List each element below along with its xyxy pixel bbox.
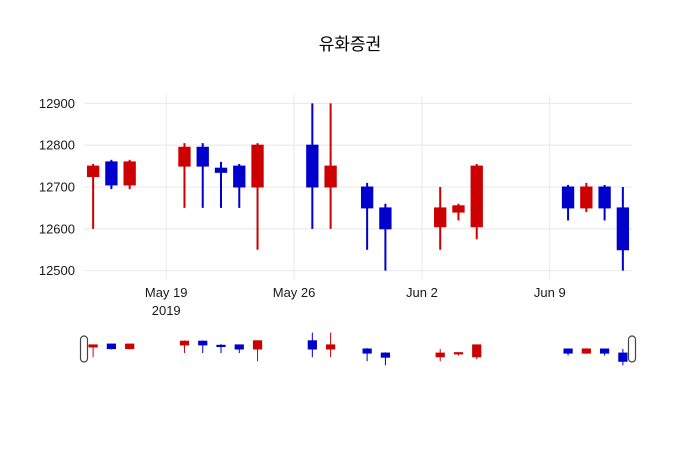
y-tick-label: 12600: [39, 221, 75, 236]
candle: [379, 203, 392, 271]
rangeslider-right-handle[interactable]: [627, 335, 637, 363]
x-axis-labels: May 19 2019 May 26 Jun 2 Jun 9: [145, 285, 566, 318]
candle: [616, 187, 630, 271]
rangeslider-left-handle[interactable]: [79, 335, 89, 363]
rangeslider[interactable]: [79, 327, 637, 371]
candle: [324, 103, 337, 229]
candle: [360, 182, 374, 250]
candle: [452, 203, 465, 221]
candle: [618, 349, 628, 366]
candle: [196, 143, 209, 208]
candle: [362, 348, 372, 362]
y-axis-labels: 12500 12600 12700 12800 12900: [39, 96, 75, 278]
candle: [563, 348, 573, 356]
candle: [234, 344, 244, 354]
candle: [216, 344, 226, 354]
candle: [88, 344, 98, 358]
gridlines: [84, 95, 632, 279]
candle: [453, 352, 464, 356]
x-tick-label: Jun 2: [406, 285, 438, 300]
candle: [561, 184, 575, 221]
candle: [179, 340, 190, 354]
candle: [470, 164, 483, 240]
candle: [214, 161, 228, 208]
candle: [306, 103, 319, 229]
candle: [198, 340, 208, 354]
candle: [472, 344, 482, 360]
y-tick-label: 12900: [39, 96, 75, 111]
candle: [178, 143, 191, 208]
candle: [86, 164, 100, 229]
x-tick-label: May 26: [273, 285, 316, 300]
candle: [251, 143, 264, 250]
x-tick-label: May 19: [145, 285, 188, 300]
candle: [581, 348, 591, 354]
y-tick-label: 12800: [39, 138, 75, 153]
y-tick-label: 12700: [39, 180, 75, 195]
candles-mini: [88, 332, 628, 366]
chart-title: 유화증권: [318, 35, 382, 54]
x-tick-sublabel: 2019: [152, 303, 181, 318]
rangeslider-track[interactable]: [84, 327, 632, 371]
candle: [252, 340, 263, 362]
candle: [435, 349, 445, 362]
x-tick-label: Jun 9: [534, 285, 566, 300]
candle: [233, 164, 246, 208]
candle: [123, 159, 136, 190]
candle: [105, 159, 118, 190]
candles-main: [86, 103, 630, 271]
candle: [598, 184, 611, 221]
candle: [125, 343, 135, 350]
y-tick-label: 12500: [39, 263, 75, 278]
candle: [434, 187, 447, 250]
candle: [580, 182, 593, 213]
candle: [599, 348, 610, 356]
candle: [106, 343, 117, 350]
candle: [380, 352, 391, 366]
candle: [325, 332, 336, 358]
candle: [307, 332, 317, 358]
